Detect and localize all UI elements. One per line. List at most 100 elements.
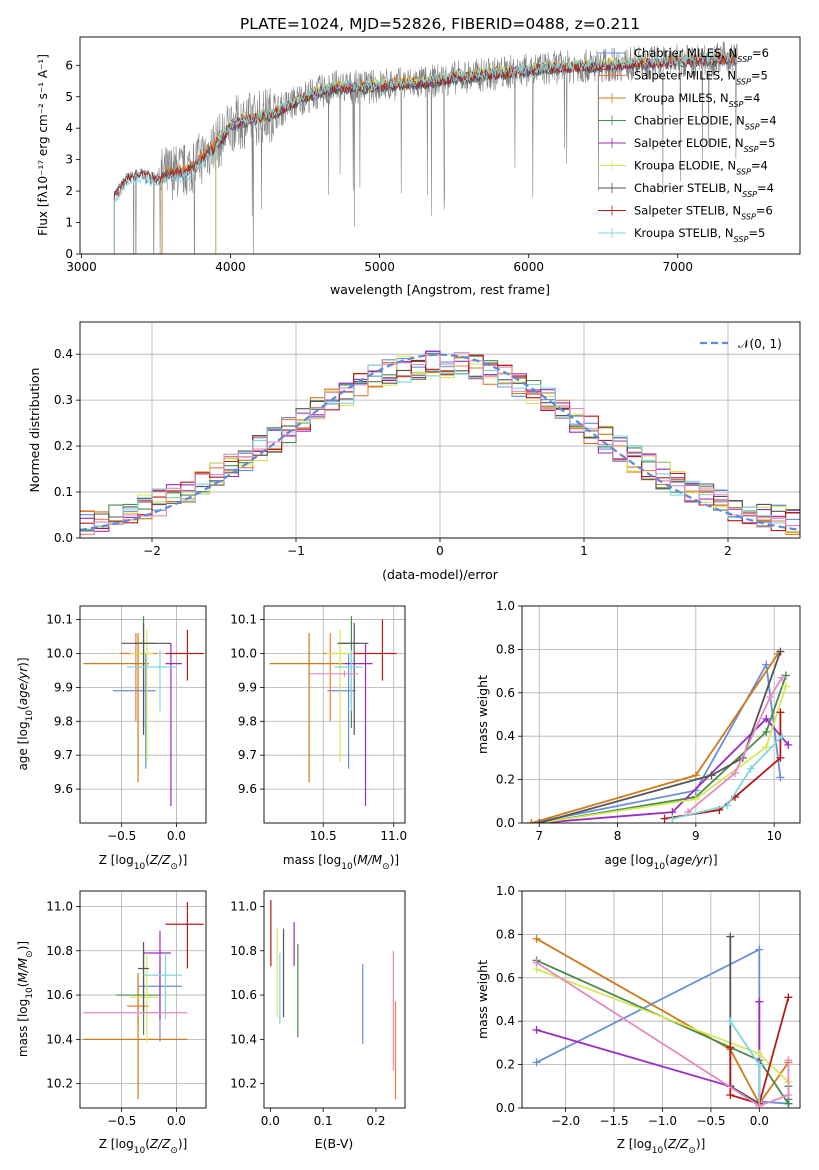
x-tick-label: −1.0 [648, 1114, 677, 1128]
legend-label-text: Kroupa ELODIE, N [634, 159, 736, 173]
x-tick-label: 4000 [215, 260, 246, 274]
y-tick-label: 10.4 [46, 1032, 73, 1046]
legend-label-count: =5 [748, 226, 765, 240]
y-axis-label: Normed distribution [27, 368, 42, 493]
x-tick-label: 7000 [662, 260, 693, 274]
axes-frame [521, 890, 801, 1109]
legend-label-count: =4 [751, 159, 768, 173]
x-tick-label: 0.0 [750, 1114, 769, 1128]
y-tick-label: 11.0 [46, 900, 73, 914]
mass-vs-metallicity-plot: −0.5 0.0 10.2 10.4 10.6 10.8 11.0 Z [log10(Z/Z⊙… [16, 890, 207, 1156]
axis-ticks: −0.5 0.0 10.2 10.4 10.6 10.8 11.0 [46, 900, 186, 1129]
y-tick-label: 9.6 [238, 782, 257, 796]
weight-series-line [531, 661, 782, 823]
x-tick-label: 6000 [513, 260, 544, 274]
y-tick-label: 10.6 [230, 988, 257, 1002]
y-tick-label: 9.6 [54, 782, 73, 796]
weight-point-marker [766, 693, 775, 702]
weight-point-marker [784, 740, 793, 749]
weight-point-marker [784, 1099, 793, 1108]
y-axis-label: mass weight [475, 675, 490, 754]
y-tick-label: 10.2 [230, 1077, 257, 1091]
axis-ticks: −0.5 0.0 9.6 9.7 9.8 9.9 10.0 10.1 [46, 613, 186, 843]
x-axis-label: (data-model)/error [382, 567, 499, 582]
legend-label: Salpeter STELIB, NSSP=6 [634, 204, 773, 222]
y-tick-label: 0.8 [496, 642, 515, 656]
x-tick-label: 0.0 [167, 1114, 186, 1128]
legend-label-subscript: SSP [736, 167, 751, 176]
x-tick-label: 5000 [364, 260, 395, 274]
weight-point-marker [762, 743, 771, 752]
x-tick-label: 0.1 [314, 1114, 333, 1128]
x-tick-label: 0.0 [167, 829, 186, 843]
y-tick-label: 10.1 [46, 613, 73, 627]
y-tick-label: 10.8 [46, 944, 73, 958]
weight-point-marker [762, 727, 771, 736]
weight-series-line [729, 997, 790, 1105]
weight-point-marker [755, 945, 764, 954]
legend-label: Chabrier STELIB, NSSP=4 [634, 181, 774, 199]
weight-point-marker [707, 771, 716, 780]
y-tick-label: 9.7 [54, 748, 73, 762]
x-axis-label: Z [log10(Z/Z⊙)] [617, 1137, 706, 1156]
y-tick-label: 9.7 [238, 748, 257, 762]
weight-point-marker [731, 769, 740, 778]
y-axis-label: age [log10(age/yr)] [16, 657, 35, 770]
x-tick-label: 8 [614, 829, 622, 843]
legend-label: Kroupa STELIB, NSSP=5 [634, 226, 765, 244]
weight-series-line [729, 1020, 761, 1106]
y-tick-label: 2 [65, 184, 73, 198]
x-axis-label: mass [log10(M/M⊙)] [283, 853, 399, 872]
legend-label-count: =6 [756, 204, 773, 218]
figure-title: PLATE=1024, MJD=52826, FIBERID=0488, z=0… [240, 15, 640, 33]
y-tick-label: 9.8 [54, 714, 73, 728]
legend-label-count: =5 [751, 69, 768, 83]
x-tick-label: 7 [535, 829, 543, 843]
weight-point-marker [527, 819, 536, 823]
weight-series-line [536, 961, 790, 1107]
x-axis-label: E(B-V) [315, 1136, 354, 1151]
legend-label-subscript: SSP [741, 212, 756, 221]
age-vs-mass-plot: 10.5 11.0 9.6 9.7 9.8 9.9 10.0 10.1 mass [log10(… [230, 605, 407, 872]
weight-point-marker [691, 771, 700, 780]
x-tick-label: −0.5 [107, 829, 136, 843]
weight-point-marker [691, 795, 700, 804]
x-tick-label: −0.5 [107, 1114, 136, 1128]
mass-vs-extinction-plot: 0.0 0.1 0.2 10.2 10.4 10.6 10.8 11.0 E(B-V) [230, 890, 406, 1151]
weight-point-marker [762, 714, 771, 723]
legend-label: Salpeter MILES, NSSP=5 [634, 69, 768, 87]
weight-point-marker [726, 1090, 735, 1099]
normal-curve-line [80, 353, 800, 531]
axes-frame [79, 605, 207, 824]
x-tick-label: 0.0 [261, 1114, 280, 1128]
weight-point-marker [784, 993, 793, 1002]
y-tick-label: 0.6 [496, 971, 515, 985]
y-tick-label: 0.0 [496, 816, 515, 830]
weight-point-marker [784, 1090, 793, 1099]
weight-series-line [539, 717, 789, 823]
y-tick-label: 0.8 [496, 927, 515, 941]
legend-label-text: Kroupa STELIB, N [634, 226, 734, 240]
plot-area [113, 41, 738, 254]
plot-area [270, 899, 397, 1100]
weight-point-marker [755, 997, 764, 1006]
y-tick-label: 10.4 [230, 1032, 257, 1046]
y-tick-label: 10.2 [46, 1077, 73, 1091]
plot-area [527, 647, 793, 823]
weight-point-marker [535, 819, 544, 823]
x-tick-label: 10 [767, 829, 782, 843]
y-tick-label: 10.8 [230, 944, 257, 958]
x-tick-label: 3000 [66, 260, 97, 274]
legend-label: Kroupa ELODIE, NSSP=4 [634, 159, 768, 177]
y-tick-label: 10.1 [230, 613, 257, 627]
legend-label-subscript: SSP [742, 190, 757, 199]
x-axis-label: Z [log10(Z/Z⊙)] [99, 853, 188, 872]
weight-series-line [531, 653, 779, 823]
legend-label: Salpeter ELODIE, NSSP=5 [634, 136, 775, 154]
axes-frame [263, 890, 406, 1109]
legend-label: Kroupa MILES, NSSP=4 [634, 91, 760, 109]
weight-point-marker [777, 673, 786, 682]
weight-point-marker [776, 708, 785, 717]
weight-series-line [536, 1001, 761, 1106]
weight-point-marker [726, 1043, 735, 1052]
